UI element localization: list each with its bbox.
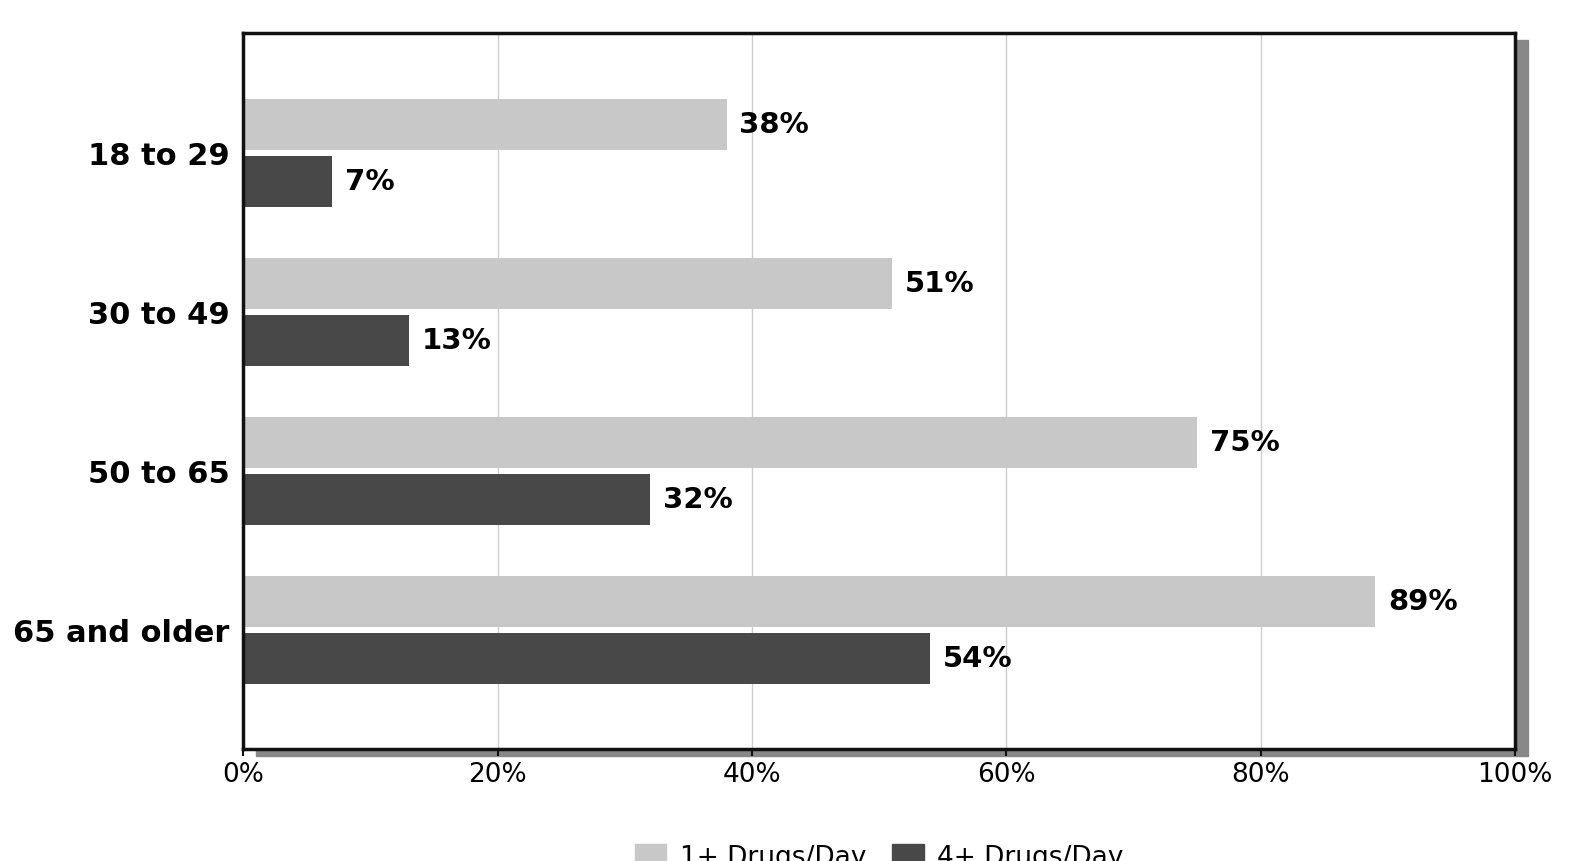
Text: 38%: 38%	[739, 111, 809, 139]
Legend: 1+ Drugs/Day, 4+ Drugs/Day: 1+ Drugs/Day, 4+ Drugs/Day	[625, 833, 1134, 861]
Text: 7%: 7%	[345, 168, 394, 196]
Text: 75%: 75%	[1210, 429, 1280, 456]
Bar	[243, 100, 727, 151]
Text: 13%: 13%	[421, 327, 491, 355]
Bar	[243, 258, 892, 309]
Text: 32%: 32%	[663, 486, 733, 514]
Bar	[243, 576, 1375, 627]
Bar	[243, 633, 929, 684]
Bar	[243, 315, 408, 366]
Text: 54%: 54%	[944, 645, 1013, 672]
Bar	[243, 474, 650, 525]
Text: 89%: 89%	[1388, 587, 1457, 616]
Bar	[243, 157, 333, 208]
Text: 51%: 51%	[904, 269, 975, 298]
Bar	[243, 418, 1198, 468]
